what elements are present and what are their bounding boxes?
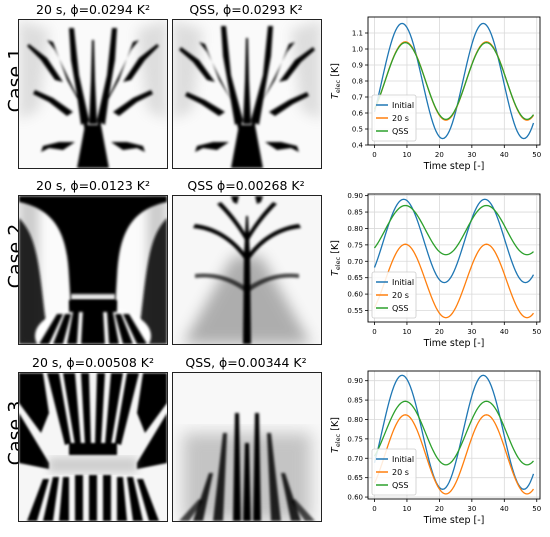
series-line-20-s [373,243,535,319]
series-line-initial [373,22,535,140]
y-tick-label: 0.4 [352,142,364,150]
x-tick-label: 40 [500,505,509,513]
legend-label: QSS [392,127,408,136]
series-line-initial [373,198,535,284]
case-2-right-design-image [172,195,322,345]
series-line-qss [373,204,534,256]
case-3-left-design-image [18,372,168,522]
y-tick-label: 0.75 [347,241,363,249]
x-tick-label: 50 [532,328,541,336]
legend-label: Initial [392,455,414,464]
y-axis-label: Telec [K] [330,417,342,453]
series-line-20-s [373,414,535,495]
legend-box [371,448,417,496]
plot-frame [367,370,541,500]
case-1-left-title: 20 s, ϕ=0.0294 K² [36,2,150,17]
x-tick-label: 40 [500,328,509,336]
legend-label: 20 s [392,291,409,300]
y-tick-label: 0.60 [347,291,363,299]
y-tick-label: 1.0 [352,46,363,54]
plot-frame [367,193,541,323]
y-tick-label: 0.8 [352,78,363,86]
y-tick-label: 0.7 [352,94,363,102]
legend-box [371,271,417,319]
case-3-temperature-chart: 0 10 20 30 40 50 0.60 0.65 0.70 0.75 0.80 0.85 0.90 T… [330,370,541,526]
x-tick-label: 50 [532,505,541,513]
case-2-left-design-image [18,195,168,345]
x-tick-label: 10 [402,328,411,336]
x-tick-label: 0 [372,151,376,159]
case-2-right-title: QSS ϕ=0.00268 K² [187,178,305,193]
x-tick-label: 20 [435,505,444,513]
x-axis-label: Time step [-] [423,338,485,349]
y-tick-label: 0.65 [347,474,363,482]
x-tick-label: 40 [500,151,509,159]
case-1-right-title: QSS, ϕ=0.0293 K² [189,2,303,17]
x-tick-label: 0 [372,505,376,513]
y-tick-label: 0.65 [347,274,363,282]
y-tick-label: 0.6 [352,110,364,118]
y-tick-label: 1.1 [352,30,363,38]
series-line-qss [373,400,534,466]
legend-label: QSS [392,481,408,490]
x-tick-label: 50 [532,151,541,159]
y-tick-label: 0.70 [347,258,363,266]
x-axis-label: Time step [-] [423,161,485,172]
y-tick-label: 0.80 [347,225,363,233]
x-tick-label: 10 [402,151,411,159]
case-1-left-design-image [18,19,168,169]
y-tick-label: 0.60 [347,494,363,502]
case-3-left-title: 20 s, ϕ=0.00508 K² [32,355,154,370]
case-2-temperature-chart: 0 10 20 30 40 50 0.55 0.60 0.65 0.70 0.75 0.80 0.85 0… [330,192,541,349]
y-tick-label: 0.70 [347,455,363,463]
case-1-temperature-chart: 0 10 20 30 40 50 0.4 0.5 0.6 0.7 0.8 0.9 1.0 1.1 Time … [330,16,541,172]
case-1-right-design-image [172,19,322,169]
legend-label: 20 s [392,468,409,477]
y-tick-label: 0.75 [347,435,363,443]
x-tick-label: 30 [467,505,476,513]
x-axis-label: Time step [-] [423,515,485,526]
x-tick-label: 10 [402,505,411,513]
legend-label: Initial [392,101,414,110]
y-tick-label: 0.90 [347,377,363,385]
case-3-right-design-image [172,372,322,522]
legend-label: 20 s [392,114,409,123]
case-3-right-title: QSS, ϕ=0.00344 K² [185,355,307,370]
case-2-left-title: 20 s, ϕ=0.0123 K² [36,178,150,193]
y-tick-label: 0.55 [347,307,363,315]
y-tick-label: 0.85 [347,397,363,405]
series-line-qss [373,41,535,121]
x-tick-label: 30 [467,151,476,159]
y-axis-label: Telec [K] [330,63,342,99]
y-tick-label: 0.80 [347,416,363,424]
legend-label: QSS [392,304,408,313]
x-tick-label: 20 [435,328,444,336]
y-tick-label: 0.5 [352,126,363,134]
legend-box [371,94,417,142]
y-tick-label: 0.90 [347,192,363,200]
x-tick-label: 0 [372,328,376,336]
legend-label: Initial [392,278,414,287]
x-tick-label: 30 [467,328,476,336]
y-tick-label: 0.85 [347,209,363,217]
series-line-initial [373,374,535,490]
y-axis-label: Telec [K] [330,240,342,276]
y-tick-label: 0.9 [352,62,363,70]
x-tick-label: 20 [435,151,444,159]
